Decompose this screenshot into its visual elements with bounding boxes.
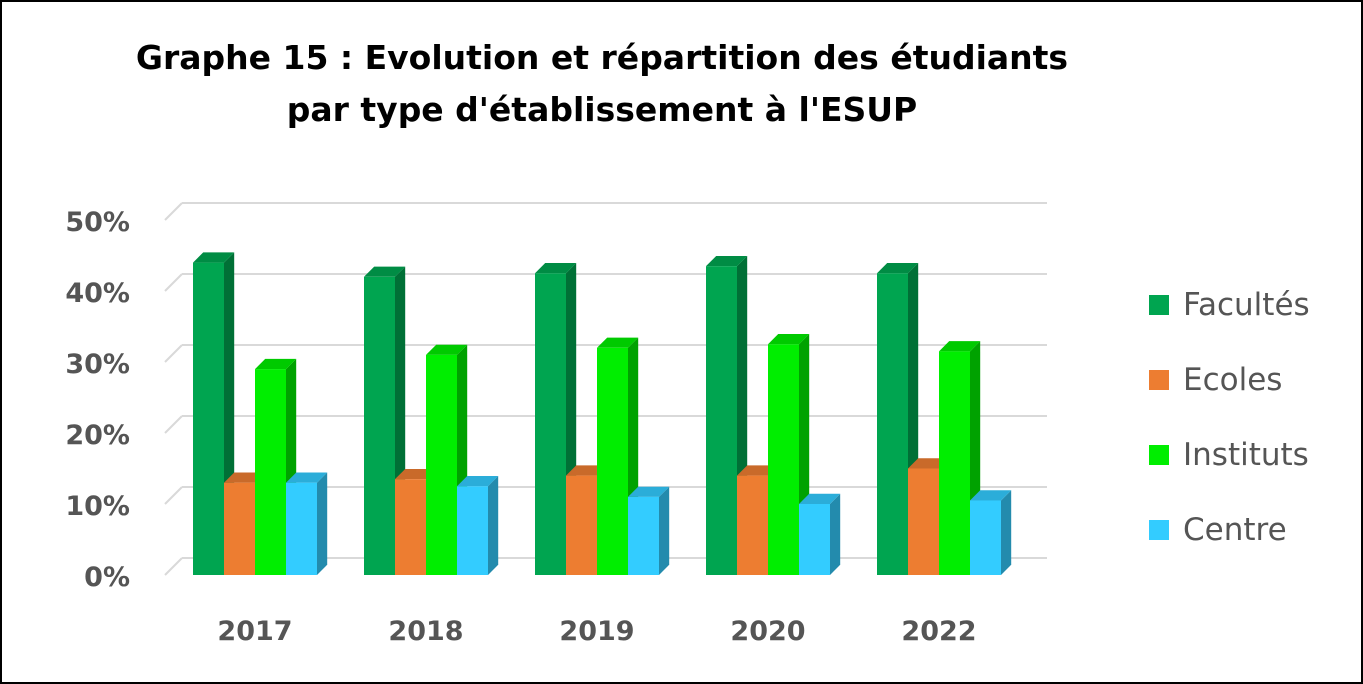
y-tick-label: 20%	[65, 420, 130, 451]
bar	[768, 344, 799, 575]
bar	[970, 500, 1001, 575]
gridline	[164, 486, 183, 505]
bar	[535, 273, 566, 575]
legend-item: Ecoles	[1149, 342, 1310, 417]
bar	[395, 479, 426, 575]
y-tick-label: 50%	[65, 207, 130, 238]
x-tick-label: 2017	[217, 616, 292, 647]
bar-top	[193, 252, 235, 263]
bar	[706, 266, 737, 575]
y-tick-label: 30%	[65, 349, 130, 380]
legend-label: Instituts	[1183, 436, 1309, 473]
chart-legend: Facultés Ecoles Instituts Centre	[1149, 267, 1310, 567]
bar	[908, 468, 939, 575]
y-tick-label: 40%	[65, 278, 130, 309]
bar-side	[488, 476, 499, 575]
bar	[597, 347, 628, 575]
gridline	[164, 415, 183, 434]
bar-top	[939, 341, 981, 352]
bar	[566, 475, 597, 575]
bar-top	[706, 255, 748, 267]
bar-top	[255, 358, 297, 370]
x-tick-label: 2022	[901, 616, 976, 647]
chart-title: Graphe 15 : Evolution et répartition des…	[135, 38, 1069, 129]
bar	[939, 351, 970, 575]
bar-top	[877, 263, 919, 274]
legend-swatch	[1149, 444, 1169, 465]
legend-item: Facultés	[1149, 267, 1310, 342]
bar	[193, 262, 224, 575]
bar	[286, 482, 317, 575]
bar	[628, 496, 659, 575]
bar-side	[830, 493, 841, 575]
bar	[737, 475, 768, 575]
bar-top	[768, 334, 810, 345]
bar-top	[457, 476, 499, 487]
bar-side	[659, 486, 670, 575]
bar	[426, 354, 457, 575]
gridline	[164, 344, 183, 363]
legend-label: Facultés	[1183, 286, 1310, 323]
bar	[255, 369, 286, 575]
bar	[364, 276, 395, 575]
bar	[224, 482, 255, 575]
bar-top	[970, 490, 1012, 501]
legend-label: Centre	[1183, 511, 1287, 548]
bar-top	[535, 263, 577, 274]
gridline	[164, 273, 183, 292]
legend-item: Centre	[1149, 492, 1310, 567]
bar	[877, 273, 908, 575]
legend-label: Ecoles	[1183, 361, 1283, 398]
legend-item: Instituts	[1149, 417, 1310, 492]
bar-top	[566, 465, 608, 476]
bar-top	[395, 468, 437, 480]
bar-top	[426, 344, 468, 355]
bar-top	[799, 493, 841, 504]
x-tick-label: 2018	[388, 616, 463, 647]
bar-side	[317, 472, 328, 575]
bar-top	[364, 266, 406, 277]
bar-side	[1001, 490, 1012, 575]
bar-top	[597, 337, 639, 348]
x-tick-label: 2020	[730, 616, 805, 647]
x-tick-label: 2019	[559, 616, 634, 647]
legend-swatch	[1149, 519, 1169, 540]
gridline	[164, 202, 183, 221]
y-tick-label: 10%	[65, 491, 130, 522]
gridline	[164, 557, 183, 576]
bar	[457, 486, 488, 575]
bar-top	[737, 465, 779, 476]
bar-top	[908, 458, 950, 469]
y-tick-label: 0%	[84, 562, 130, 593]
bar-top	[224, 472, 266, 483]
bar-top	[286, 472, 328, 483]
legend-swatch	[1149, 369, 1169, 390]
bar	[799, 504, 830, 575]
legend-swatch	[1149, 294, 1169, 315]
bar-top	[628, 486, 670, 497]
